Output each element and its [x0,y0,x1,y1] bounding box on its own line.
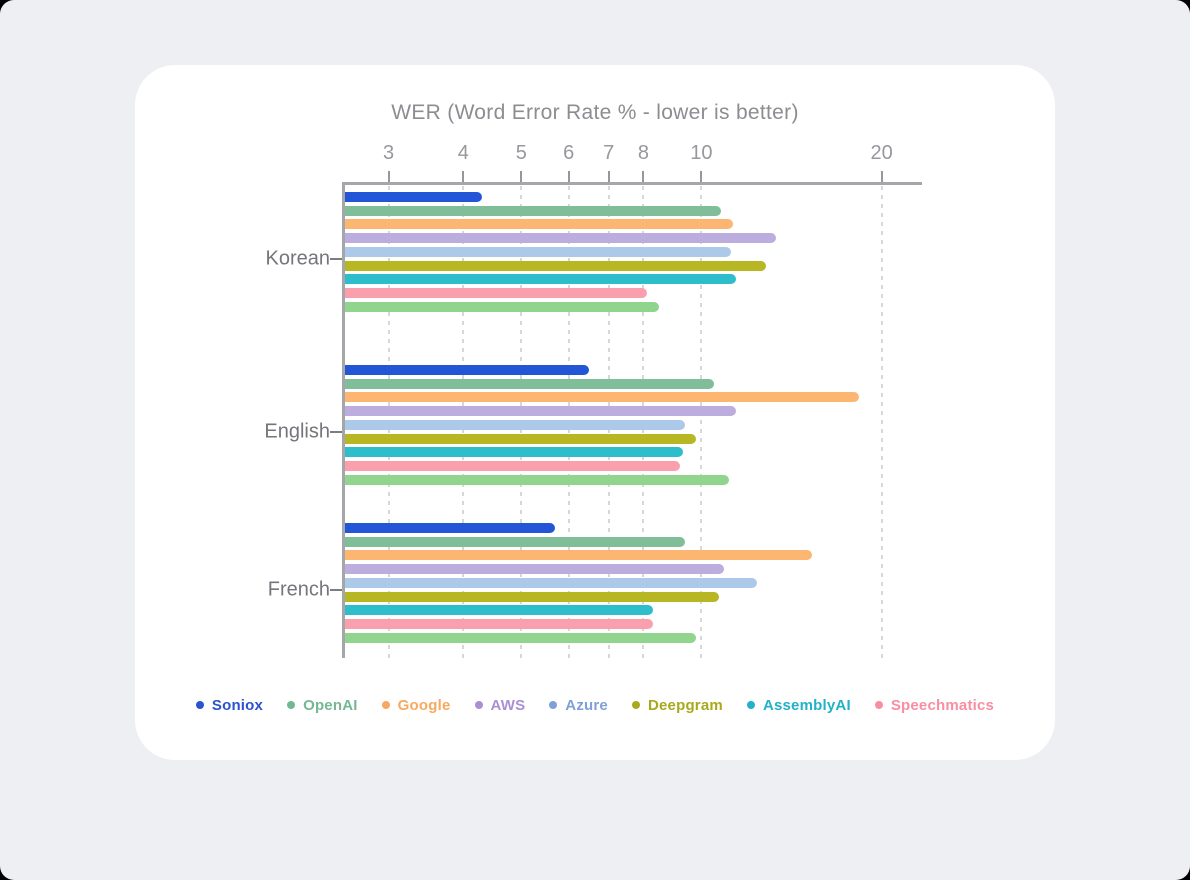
x-axis-tick-20 [880,171,883,182]
bar-unlabeled-korean [344,301,660,312]
bar-google-korean [344,219,734,230]
bar-speechmatics-french [344,618,653,629]
x-axis-line [342,182,922,185]
legend-label-openai: OpenAI [303,696,358,714]
legend-dot-aws [474,701,483,709]
legend-item-google: Google [381,696,451,714]
y-axis-line [342,182,345,658]
x-axis-tick-label-5: 5 [515,142,527,164]
legend-dot-deepgram [631,701,640,709]
x-axis-tick-label-20: 20 [870,142,893,164]
bar-openai-english [344,378,715,389]
legend-label-aws: AWS [490,696,526,714]
legend-label-speechmatics: Speechmatics [890,696,995,714]
bar-deepgram-english [344,433,697,444]
legend-item-assemblyai: AssemblyAI [746,696,851,714]
legend-dot-azure [549,701,558,709]
bar-assemblyai-english [344,447,683,458]
gridline-20 [880,186,883,658]
gridline-10 [700,186,703,658]
category-tick-english [330,431,342,433]
bar-assemblyai-korean [344,274,736,285]
category-tick-korean [330,258,342,260]
bar-speechmatics-english [344,460,680,471]
bar-aws-english [344,406,736,417]
bar-aws-korean [344,233,776,244]
x-axis-tick-3 [387,171,390,182]
bar-google-english [344,392,859,403]
chart-card: WER (Word Error Rate % - lower is better… [135,65,1055,760]
bar-assemblyai-french [344,605,653,616]
x-axis-tick-7 [607,171,610,182]
legend-dot-assemblyai [746,701,755,709]
x-axis-tick-label-10: 10 [690,142,713,164]
bar-azure-english [344,419,686,430]
bar-azure-french [344,577,758,588]
legend-label-assemblyai: AssemblyAI [762,696,851,714]
x-axis-tick-label-7: 7 [603,142,615,164]
legend-item-deepgram: Deepgram [631,696,723,714]
x-axis-tick-5 [520,171,523,182]
bar-google-french [344,550,812,561]
legend-item-openai: OpenAI [287,697,358,714]
legend-dot-openai [287,701,296,709]
legend-item-soniox: Soniox [195,696,264,714]
legend-dot-soniox [195,701,204,709]
bar-deepgram-korean [344,260,766,271]
bar-soniox-french [344,523,556,533]
x-axis-tick-label-6: 6 [563,142,575,164]
x-axis-tick-label-8: 8 [637,142,649,164]
chart-plot-area: Korean English French 3 4 5 6 7 8 10 20 [135,65,1055,760]
x-axis-tick-10 [700,171,703,182]
legend-item-azure: Azure [549,697,608,714]
bar-openai-korean [344,205,722,216]
category-tick-french [330,589,342,591]
legend-item-aws: AWS [474,696,526,714]
legend-item-speechmatics: Speechmatics [874,696,995,714]
legend-label-soniox: Soniox [211,696,264,714]
bar-deepgram-french [344,591,720,602]
bar-azure-korean [344,246,731,257]
bar-unlabeled-english [344,474,729,485]
bar-aws-french [344,564,724,575]
x-axis-tick-8 [642,171,645,182]
bar-soniox-korean [344,192,483,202]
legend-label-deepgram: Deepgram [647,696,723,714]
bar-openai-french [344,536,686,547]
legend-dot-speechmatics [874,701,883,709]
legend-label-google: Google [397,696,451,714]
chart-title: WER (Word Error Rate % - lower is better… [391,101,799,124]
bar-unlabeled-french [344,632,697,643]
x-axis-tick-label-4: 4 [457,142,469,164]
bar-soniox-english [344,365,590,375]
category-label-french: French [267,578,330,601]
category-label-english: English [264,420,330,443]
x-axis-tick-6 [567,171,570,182]
bar-speechmatics-korean [344,287,647,298]
chart-legend: Soniox OpenAI Google AWS Azure Deepgram Assemb… [135,694,1055,716]
x-axis-tick-label-3: 3 [382,142,395,164]
legend-label-azure: Azure [565,696,608,714]
category-label-korean: Korean [265,247,331,270]
legend-dot-google [381,701,390,709]
x-axis-tick-4 [462,171,465,182]
